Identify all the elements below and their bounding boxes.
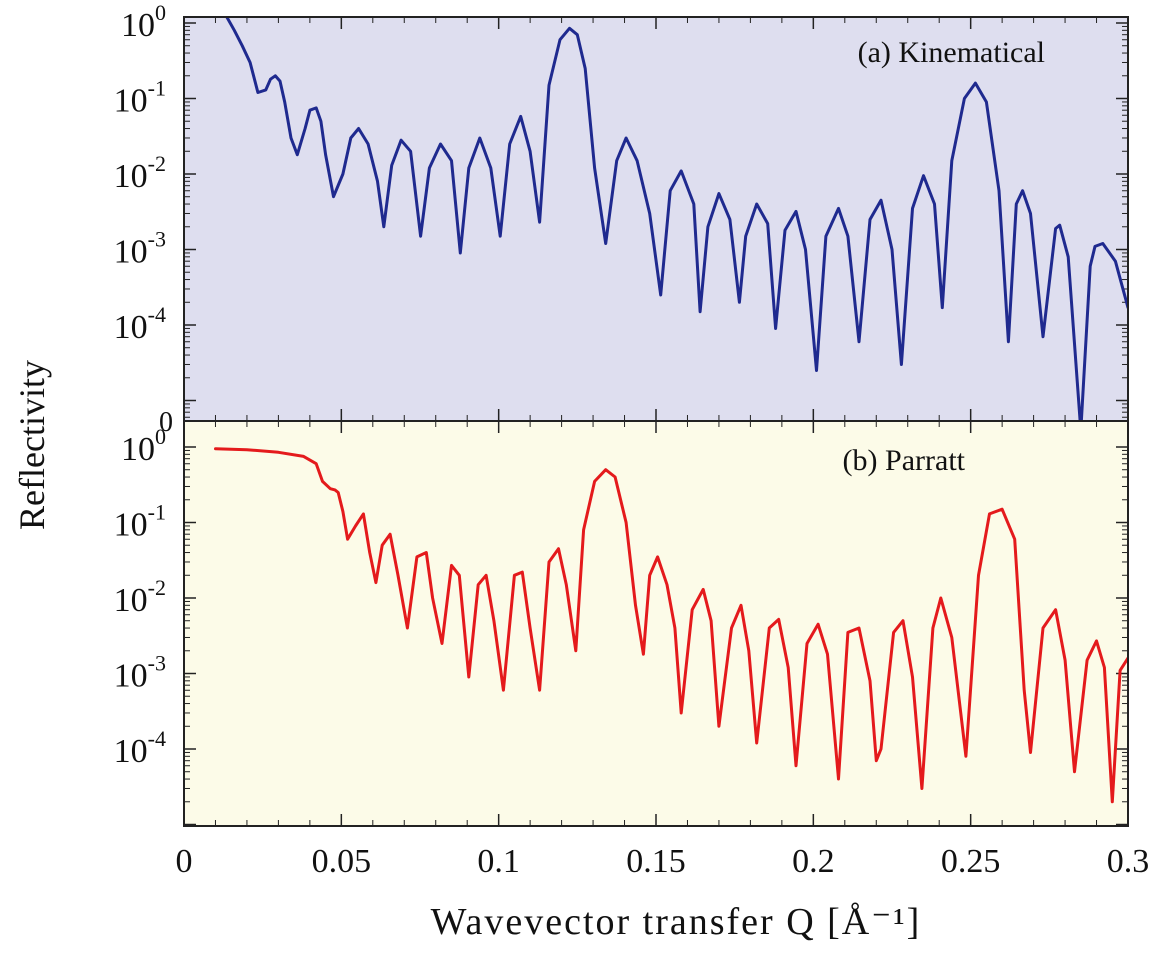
x-axis-title: Wavevector transfer Q [Å⁻¹] xyxy=(431,901,922,943)
y-tick-label: 10-1 xyxy=(114,500,166,544)
panel-b-y-tick-labels: 100 10-1 10-2 10-3 10-4 xyxy=(114,424,166,770)
x-tick-label: 0.2 xyxy=(792,843,835,880)
x-tick-label: 0.15 xyxy=(626,843,686,880)
panel-a-background xyxy=(184,17,1128,421)
panel-b: (b) Parratt xyxy=(183,421,1129,826)
y-axis-title: Reflectivity xyxy=(12,360,52,530)
y-tick-label: 10-4 xyxy=(114,302,166,346)
x-tick-label: 0.3 xyxy=(1107,843,1150,880)
y-tick-label: 10-1 xyxy=(114,76,166,120)
panel-b-frame xyxy=(183,420,1129,827)
y-tick-label: 10-3 xyxy=(114,651,166,695)
x-tick-labels: 0 0.05 0.1 0.15 0.2 0.25 0.3 xyxy=(176,843,1150,880)
y-tick-label: 10-2 xyxy=(114,151,166,195)
x-tick-label: 0 xyxy=(176,843,193,880)
panel-a-bottom-tick-label: 0 xyxy=(159,407,173,438)
y-tick-label: 10-4 xyxy=(114,726,166,770)
panel-b-background xyxy=(184,421,1128,826)
x-tick-label: 0.05 xyxy=(312,843,372,880)
y-tick-label: 10-2 xyxy=(114,575,166,619)
y-tick-label: 10-3 xyxy=(114,227,166,271)
x-tick-label: 0.25 xyxy=(941,843,1001,880)
panel-a-y-tick-labels: 100 10-1 10-2 10-3 10-4 xyxy=(114,0,166,346)
panel-b-ticks xyxy=(183,421,1129,826)
y-tick-label: 100 xyxy=(121,424,166,468)
panel-b-label: (b) Parratt xyxy=(843,444,966,477)
panel-a: (a) Kinematical xyxy=(183,17,1129,421)
panel-a-label: (a) Kinematical xyxy=(858,36,1045,69)
x-tick-label: 0.1 xyxy=(477,843,520,880)
kinematical-series-line xyxy=(225,17,1128,421)
parratt-series-line xyxy=(214,447,1128,804)
y-tick-label: 100 xyxy=(121,0,166,44)
